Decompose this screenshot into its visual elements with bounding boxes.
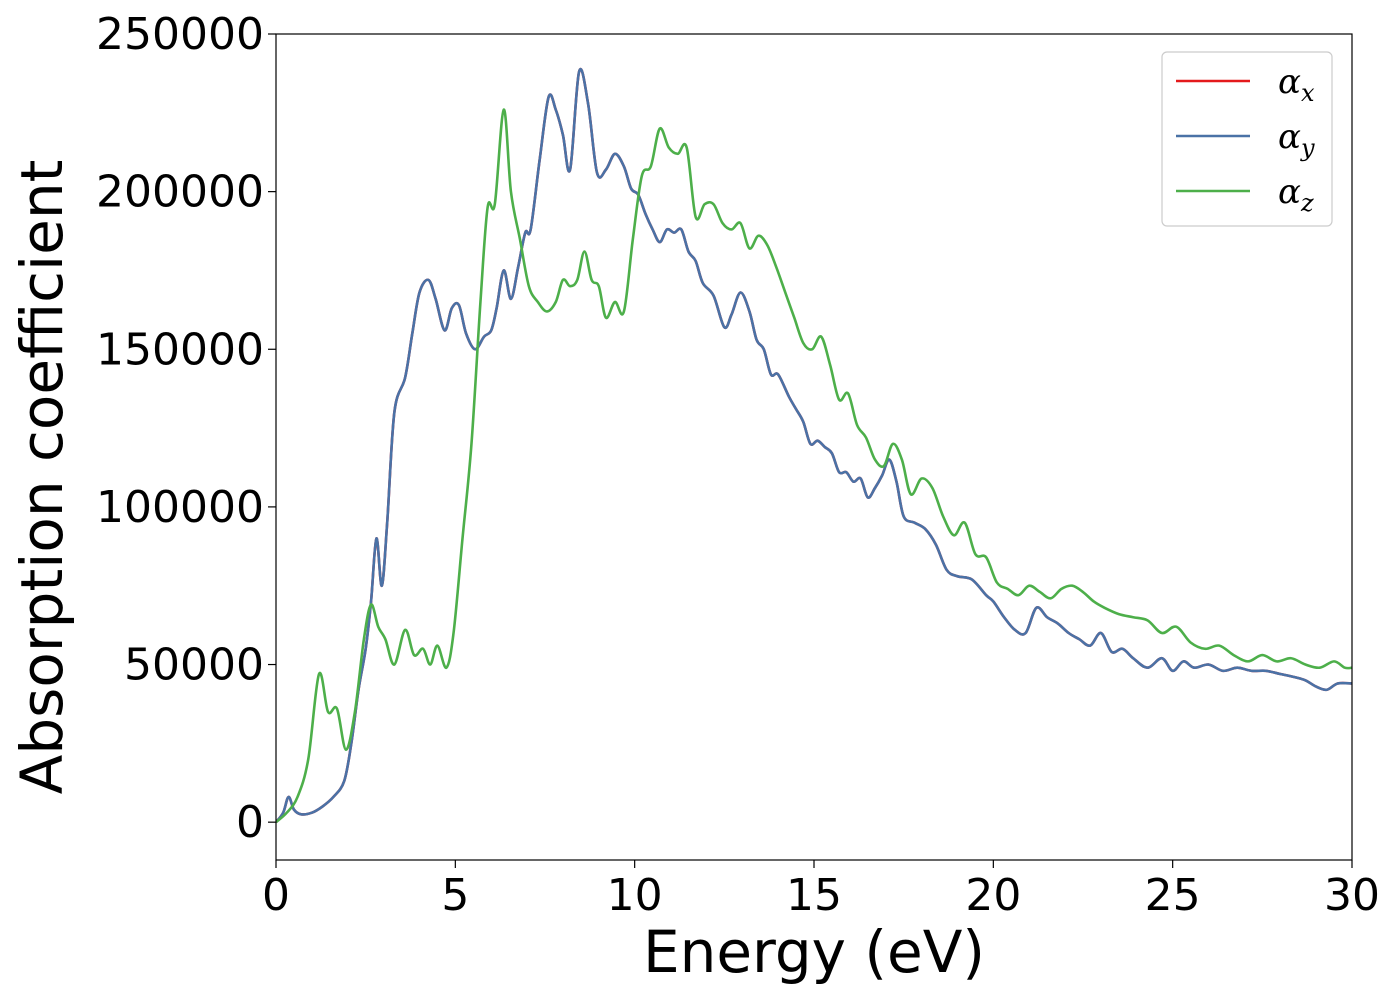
x-tick-label: 25 (1145, 870, 1201, 921)
ticks-layer: 0 5 10 15 20 25 30 0 50000 100000 150000 200000 2500… (96, 9, 1380, 921)
legend-label-y: αy (1278, 117, 1315, 162)
y-tick-label: 150000 (96, 324, 264, 375)
x-tick-label: 10 (607, 870, 663, 921)
y-tick-label: 200000 (96, 167, 264, 218)
x-tick-label: 0 (262, 870, 290, 921)
series-layer (276, 68, 1352, 824)
y-tick-label: 0 (236, 797, 264, 848)
x-tick-label: 20 (965, 870, 1021, 921)
x-tick-label: 30 (1324, 870, 1380, 921)
y-tick-label: 100000 (96, 482, 264, 533)
x-axis-title: Energy (eV) (643, 918, 985, 986)
y-tick-label: 50000 (124, 640, 264, 691)
x-tick-label: 5 (441, 870, 469, 921)
series-line-z (276, 108, 1352, 824)
legend-label-z: αz (1278, 172, 1314, 217)
series-line-y (276, 68, 1352, 823)
y-tick-label: 250000 (96, 9, 264, 60)
x-tick-label: 15 (786, 870, 842, 921)
y-axis-title: Absorption coefficient (8, 160, 76, 795)
legend-box (1161, 51, 1333, 227)
legend: αx αy αz (1161, 51, 1333, 227)
legend-label-x: αx (1278, 62, 1315, 107)
